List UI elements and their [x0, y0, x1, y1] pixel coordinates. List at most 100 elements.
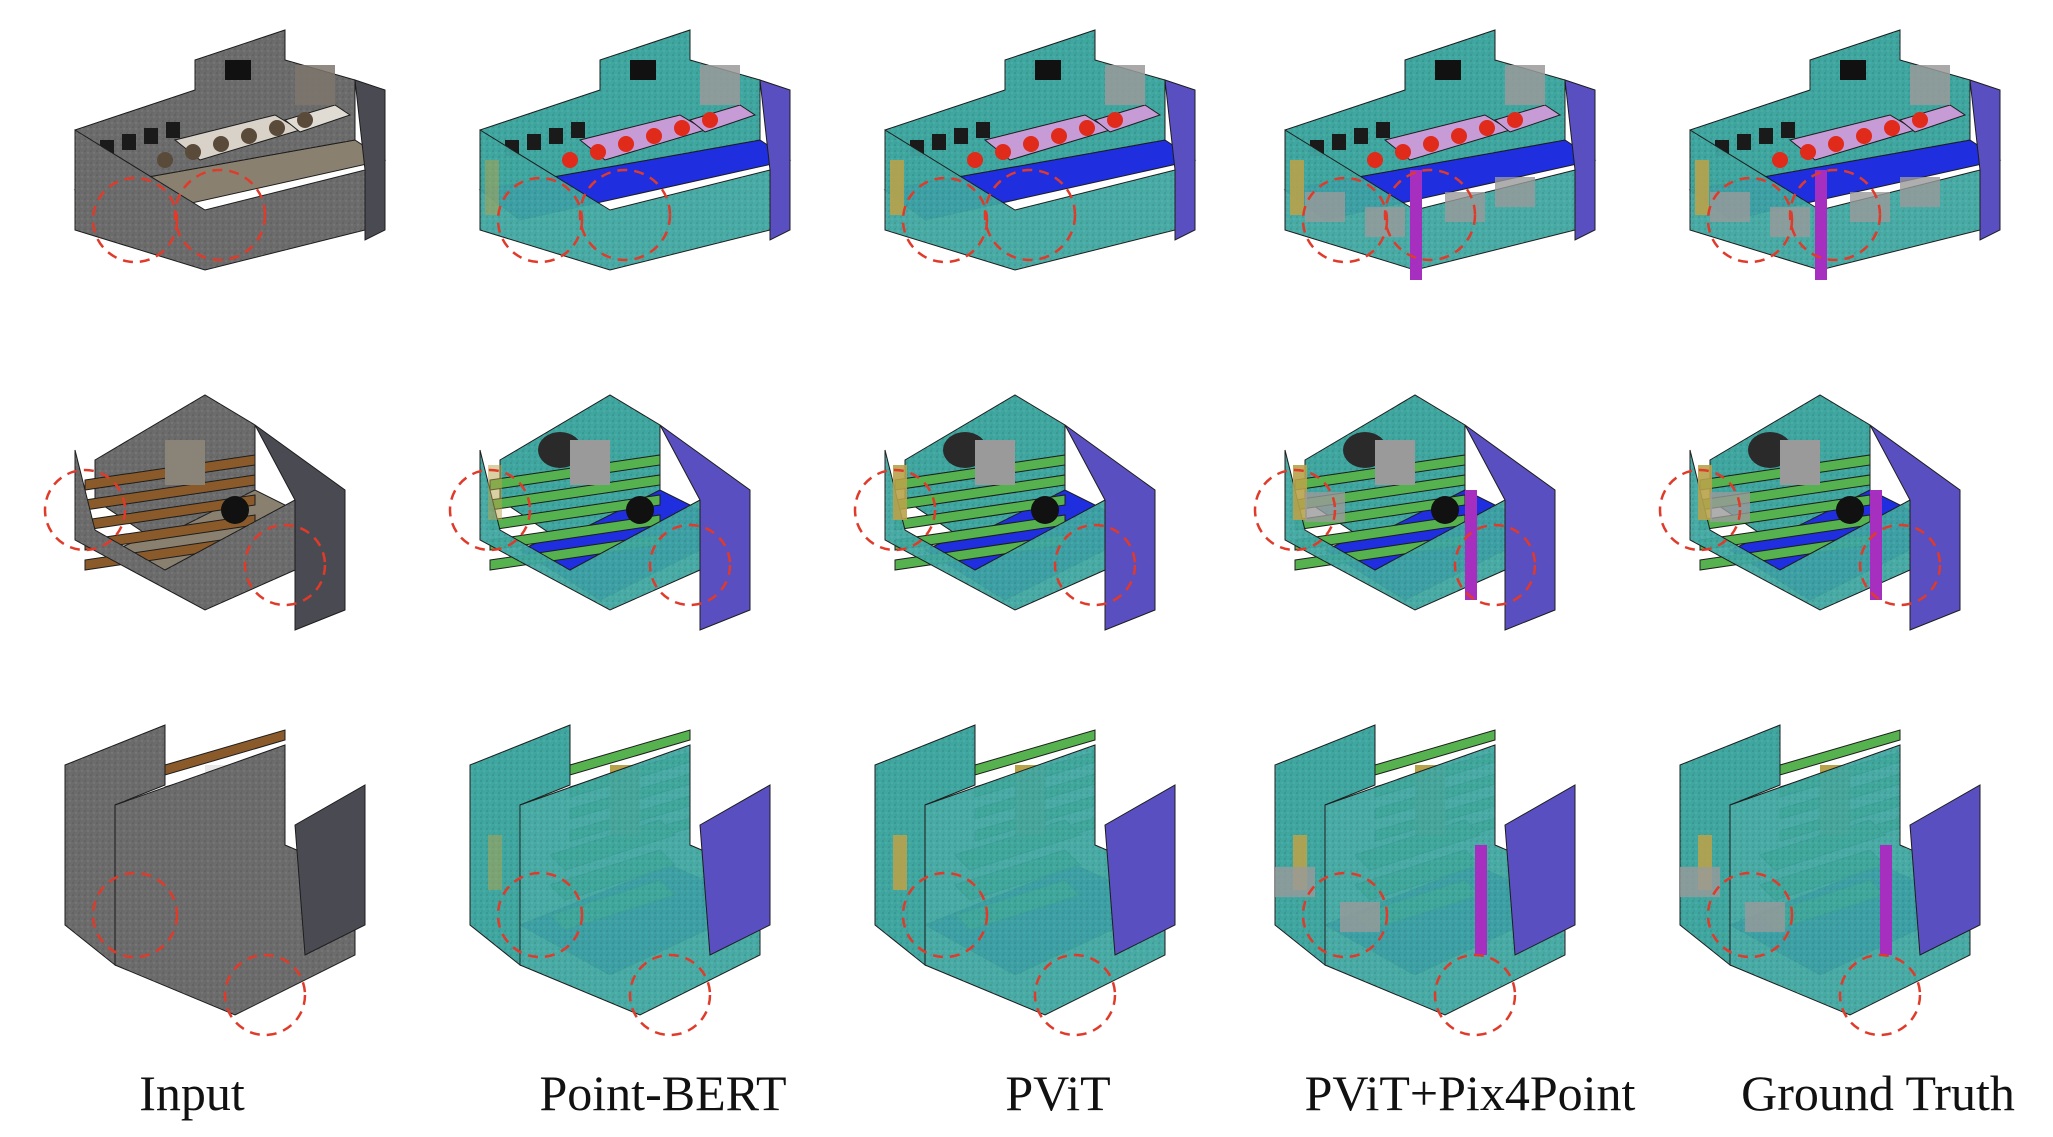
- highlight-circle: [1706, 176, 1794, 264]
- window-region: [1710, 192, 1750, 222]
- chair-mark: [1031, 496, 1059, 524]
- door-region: [485, 160, 499, 215]
- column-region: [1815, 170, 1827, 280]
- wall-texture: [885, 130, 1175, 270]
- column-region: [1410, 170, 1422, 280]
- wall-picture: [932, 134, 946, 150]
- chair-mark: [157, 152, 173, 168]
- wall-texture: [1690, 30, 1970, 190]
- wall-picture: [1781, 122, 1795, 138]
- wall-picture: [571, 122, 585, 138]
- highlight-circle: [901, 871, 989, 959]
- shelf-row: [569, 729, 691, 776]
- chair-mark: [1431, 496, 1459, 524]
- wall-picture: [1737, 134, 1751, 150]
- column-region: [1880, 845, 1892, 955]
- highlight-circle: [1253, 468, 1337, 552]
- wall-picture: [527, 134, 541, 150]
- highlight-circle: [91, 176, 179, 264]
- highlight-circle: [578, 168, 672, 262]
- panel-r1-point-bert: [478, 29, 792, 271]
- chair-mark: [995, 144, 1011, 160]
- window-region: [165, 440, 205, 485]
- panel-r2-pvit-pix4point: [1253, 394, 1556, 631]
- door-region: [893, 465, 907, 520]
- chair-mark: [221, 496, 249, 524]
- board-wall: [1164, 79, 1196, 241]
- column-label-pvit-pix4point: PViT+Pix4Point: [1304, 1065, 1636, 1121]
- highlight-circle: [91, 871, 179, 959]
- panel-r1-ground-truth: [1688, 29, 2002, 280]
- panel-r3-ground-truth: [1679, 724, 1981, 1037]
- highlight-circle: [648, 523, 732, 607]
- window-region: [1780, 440, 1820, 485]
- chair-mark: [1107, 112, 1123, 128]
- chair-mark: [1479, 120, 1495, 136]
- chair-mark: [562, 152, 578, 168]
- window-region: [975, 440, 1015, 485]
- monitor: [1035, 60, 1061, 80]
- window-region: [1910, 65, 1950, 105]
- chair-mark: [646, 128, 662, 144]
- wall-texture: [925, 745, 1165, 1015]
- chair-mark: [967, 152, 983, 168]
- panel-r3-pvit: [874, 724, 1176, 1037]
- highlight-circle: [1033, 953, 1117, 1037]
- highlight-circle: [1301, 176, 1389, 264]
- monitor: [630, 60, 656, 80]
- wall-texture: [1285, 450, 1505, 610]
- chair-mark: [1023, 136, 1039, 152]
- monitor: [1840, 60, 1866, 80]
- chair-mark: [590, 144, 606, 160]
- highlight-circle: [1301, 871, 1389, 959]
- board-wall: [1564, 79, 1596, 241]
- wall-texture: [520, 745, 760, 1015]
- chair-mark: [1507, 112, 1523, 128]
- door-region: [1290, 160, 1304, 215]
- panel-r3-pvit-pix4point: [1274, 724, 1576, 1037]
- wall-picture: [1354, 128, 1368, 144]
- wall-texture: [75, 450, 295, 610]
- column-region: [1465, 490, 1477, 600]
- panel-r2-pvit: [853, 394, 1156, 631]
- highlight-circle: [1658, 468, 1742, 552]
- wall-texture: [1690, 130, 1980, 270]
- window-region: [1275, 867, 1315, 897]
- wall-texture: [885, 30, 1165, 190]
- wall-picture: [1759, 128, 1773, 144]
- wall-texture: [1730, 745, 1970, 1015]
- wall-picture: [976, 122, 990, 138]
- window-region: [1445, 192, 1485, 222]
- chair-mark: [702, 112, 718, 128]
- highlight-circle: [1453, 523, 1537, 607]
- wall-texture: [885, 450, 1105, 610]
- monitor: [225, 60, 251, 80]
- window-region: [1680, 867, 1720, 897]
- door-region: [1293, 465, 1307, 520]
- window-region: [1305, 192, 1345, 222]
- wall-texture: [480, 450, 700, 610]
- shelf-row: [164, 729, 286, 776]
- board-wall: [1504, 784, 1576, 956]
- wall-picture: [549, 128, 563, 144]
- chair-mark: [185, 144, 201, 160]
- window-region: [1495, 177, 1535, 207]
- window-region: [295, 65, 335, 105]
- chair-mark: [269, 120, 285, 136]
- highlight-circle: [173, 168, 267, 262]
- wall-picture: [1376, 122, 1390, 138]
- door-region: [1698, 465, 1712, 520]
- wall-picture: [166, 122, 180, 138]
- panel-r2-point-bert: [448, 394, 751, 631]
- highlight-circle: [901, 176, 989, 264]
- highlight-circle: [853, 468, 937, 552]
- window-region: [1850, 192, 1890, 222]
- column-label-ground-truth: Ground Truth: [1741, 1065, 2015, 1121]
- board-wall: [699, 784, 771, 956]
- column-label-pvit: PViT: [1005, 1065, 1111, 1121]
- board-wall: [1909, 784, 1981, 956]
- chair-mark: [1912, 112, 1928, 128]
- highlight-circle: [1433, 953, 1517, 1037]
- wall-texture: [115, 745, 355, 1015]
